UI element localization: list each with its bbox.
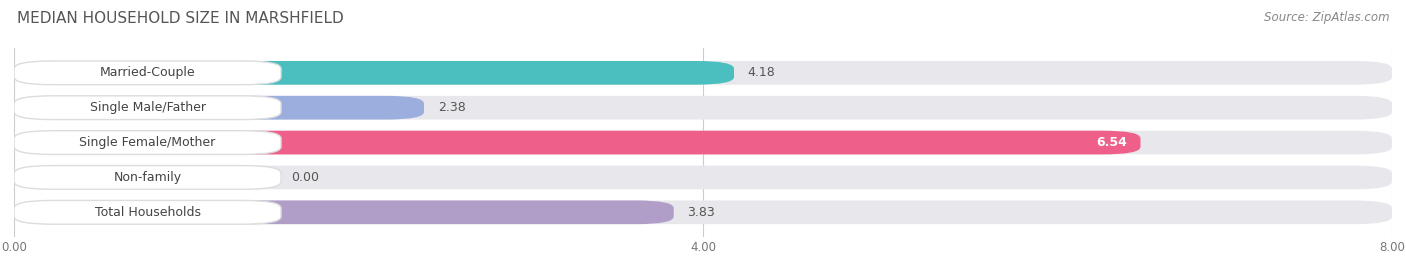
Text: 3.83: 3.83 xyxy=(688,206,716,219)
Text: Source: ZipAtlas.com: Source: ZipAtlas.com xyxy=(1264,11,1389,24)
FancyBboxPatch shape xyxy=(14,61,281,85)
Text: MEDIAN HOUSEHOLD SIZE IN MARSHFIELD: MEDIAN HOUSEHOLD SIZE IN MARSHFIELD xyxy=(17,11,343,26)
Text: Single Female/Mother: Single Female/Mother xyxy=(79,136,215,149)
FancyBboxPatch shape xyxy=(14,96,281,119)
FancyBboxPatch shape xyxy=(14,200,1392,224)
Text: 4.18: 4.18 xyxy=(748,66,776,79)
Text: 6.54: 6.54 xyxy=(1095,136,1126,149)
Text: 2.38: 2.38 xyxy=(437,101,465,114)
FancyBboxPatch shape xyxy=(14,61,1392,85)
FancyBboxPatch shape xyxy=(14,166,281,189)
Text: 0.00: 0.00 xyxy=(291,171,319,184)
FancyBboxPatch shape xyxy=(14,166,174,189)
FancyBboxPatch shape xyxy=(14,131,281,154)
FancyBboxPatch shape xyxy=(14,96,1392,119)
FancyBboxPatch shape xyxy=(14,166,1392,189)
FancyBboxPatch shape xyxy=(14,61,734,85)
FancyBboxPatch shape xyxy=(14,200,281,224)
FancyBboxPatch shape xyxy=(14,96,425,119)
Text: Total Households: Total Households xyxy=(94,206,201,219)
FancyBboxPatch shape xyxy=(14,131,1392,154)
Text: Married-Couple: Married-Couple xyxy=(100,66,195,79)
Text: Single Male/Father: Single Male/Father xyxy=(90,101,205,114)
FancyBboxPatch shape xyxy=(14,200,673,224)
Text: Non-family: Non-family xyxy=(114,171,181,184)
FancyBboxPatch shape xyxy=(14,131,1140,154)
